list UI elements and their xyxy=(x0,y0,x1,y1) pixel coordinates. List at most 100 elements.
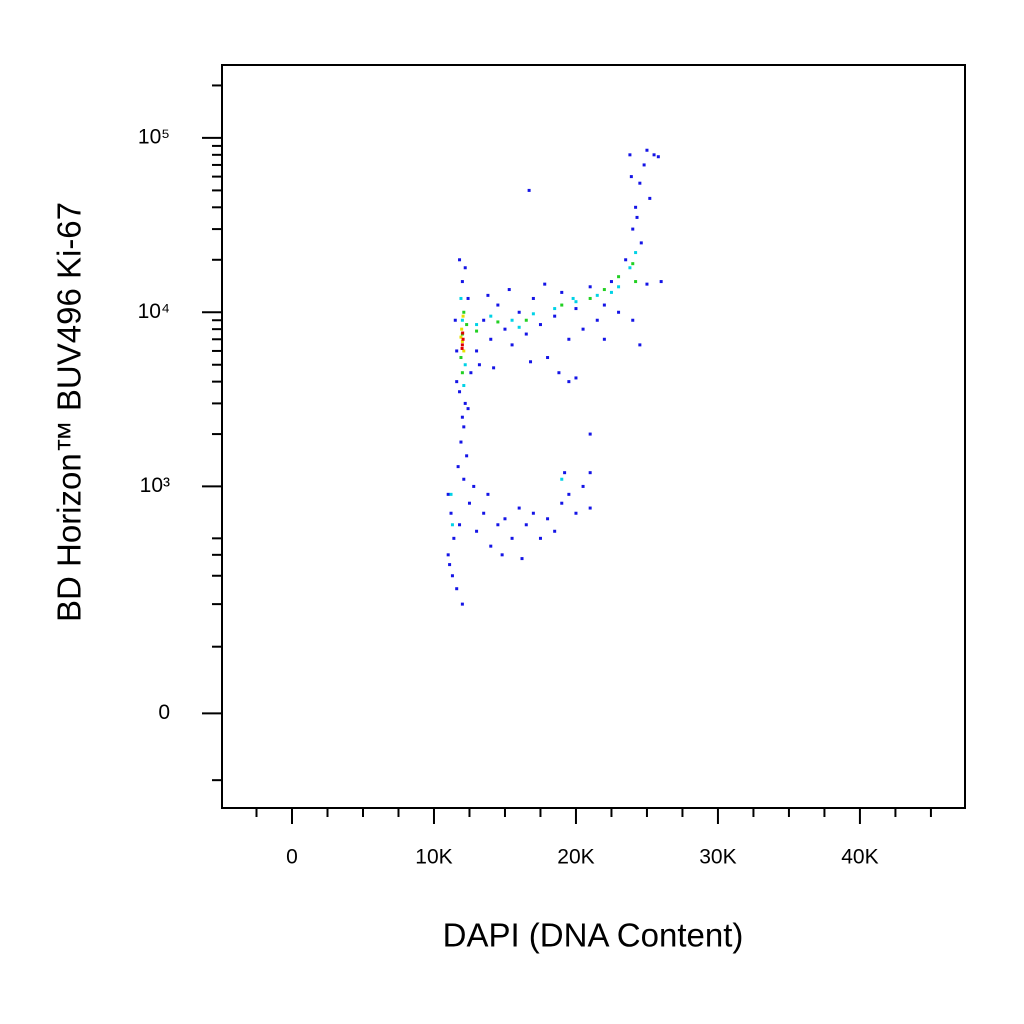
data-point xyxy=(503,517,507,521)
data-point xyxy=(595,318,599,322)
data-point xyxy=(628,153,632,157)
data-point xyxy=(574,376,578,380)
data-point xyxy=(574,307,578,311)
data-point xyxy=(524,318,528,322)
data-point xyxy=(546,517,550,521)
data-point xyxy=(659,280,663,284)
data-point xyxy=(588,296,592,300)
data-point xyxy=(557,371,561,375)
data-point xyxy=(567,337,571,341)
y-tick-label: 10⁵ xyxy=(138,125,170,148)
x-tick-label: 30K xyxy=(699,846,736,869)
data-point xyxy=(631,227,635,231)
data-point xyxy=(482,318,486,322)
data-point xyxy=(602,288,606,292)
data-point xyxy=(462,349,466,353)
data-point xyxy=(629,175,633,179)
data-point xyxy=(634,205,638,209)
data-point xyxy=(477,363,481,367)
data-point xyxy=(609,290,613,294)
y-tick-label: 0 xyxy=(158,701,170,724)
data-point xyxy=(645,148,649,152)
data-point xyxy=(543,282,547,286)
data-point xyxy=(475,529,479,533)
data-point xyxy=(507,288,511,292)
data-point xyxy=(489,544,493,548)
x-tick-label: 0 xyxy=(286,846,298,869)
data-point xyxy=(609,280,613,284)
data-point xyxy=(463,401,467,405)
data-point xyxy=(459,356,463,360)
data-point xyxy=(458,390,462,394)
data-point xyxy=(496,523,500,527)
x-axis-title: DAPI (DNA Content) xyxy=(443,917,744,954)
data-point xyxy=(452,536,456,540)
data-point xyxy=(634,251,638,255)
data-point xyxy=(467,501,471,505)
data-point xyxy=(472,484,476,488)
y-tick-label: 10³ xyxy=(140,474,170,497)
data-point xyxy=(531,312,535,316)
data-point xyxy=(475,323,479,327)
data-point xyxy=(460,602,464,606)
data-point xyxy=(588,471,592,475)
data-point xyxy=(602,303,606,307)
data-point xyxy=(449,492,453,496)
data-point xyxy=(475,349,479,353)
data-point xyxy=(459,296,463,300)
data-point xyxy=(446,492,450,496)
data-point xyxy=(602,337,606,341)
data-point xyxy=(461,337,465,341)
data-point xyxy=(510,318,514,322)
data-point xyxy=(645,282,649,286)
data-point xyxy=(635,215,639,219)
data-point xyxy=(648,196,652,200)
data-point xyxy=(459,440,463,444)
data-point xyxy=(460,346,464,350)
data-point xyxy=(460,415,464,419)
data-point xyxy=(656,155,660,159)
data-point xyxy=(455,380,459,384)
data-point xyxy=(462,310,466,314)
data-point xyxy=(639,241,643,245)
data-point xyxy=(560,501,564,505)
data-point xyxy=(475,329,479,333)
data-point xyxy=(524,332,528,336)
data-point xyxy=(567,492,571,496)
data-point xyxy=(463,266,467,270)
data-point xyxy=(462,384,466,388)
data-point xyxy=(524,523,528,527)
data-point xyxy=(466,407,470,411)
data-point xyxy=(538,323,542,327)
data-point xyxy=(482,511,486,515)
data-point xyxy=(527,188,531,192)
plot-frame xyxy=(221,64,966,809)
data-point xyxy=(520,557,524,561)
data-point xyxy=(461,314,465,318)
data-point xyxy=(460,280,464,284)
data-point xyxy=(563,471,567,475)
x-tick-label: 10K xyxy=(415,846,452,869)
data-point xyxy=(642,163,646,167)
data-point xyxy=(458,258,462,262)
data-point xyxy=(455,587,459,591)
data-point xyxy=(459,335,463,339)
data-point xyxy=(560,477,564,481)
data-point xyxy=(460,339,464,343)
data-point xyxy=(456,465,460,469)
data-point xyxy=(496,303,500,307)
data-point xyxy=(553,314,557,318)
data-point xyxy=(510,536,514,540)
y-axis-title: BD Horizon™ BUV496 Ki-67 xyxy=(51,202,88,622)
data-point xyxy=(567,380,571,384)
data-point xyxy=(531,296,535,300)
data-point xyxy=(448,563,452,567)
x-tick-label: 40K xyxy=(841,846,878,869)
data-point xyxy=(617,275,621,279)
data-point xyxy=(617,285,621,289)
data-point xyxy=(581,484,585,488)
data-point xyxy=(466,296,470,300)
data-point xyxy=(574,300,578,304)
data-point xyxy=(581,327,585,331)
